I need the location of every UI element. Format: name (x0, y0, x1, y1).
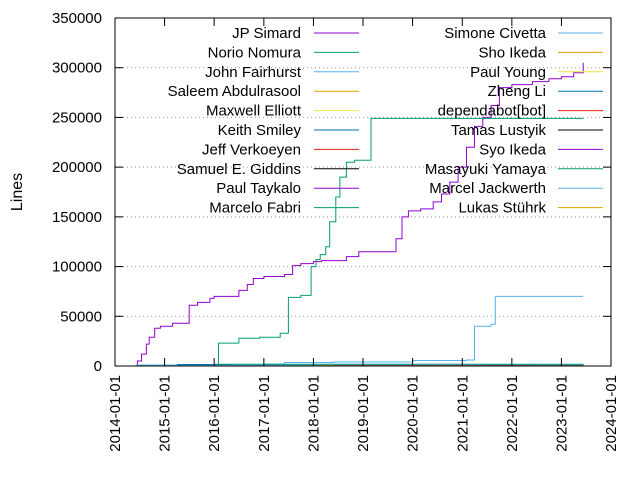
x-tick-label: 2019-01-01 (355, 375, 372, 452)
y-tick-label: 250000 (52, 109, 102, 126)
x-axis-ticks: 2014-01-01 2015-01-01 2016-01-01 2017-01-01… (107, 18, 620, 452)
y-tick-label: 100000 (52, 259, 102, 276)
series-line-0 (131, 62, 584, 367)
legend-label: Lukas Stührk (458, 200, 546, 217)
x-tick-label: 2020-01-01 (405, 375, 422, 452)
legend-label: JP Simard (232, 25, 301, 42)
legend-label: Norio Nomura (208, 44, 302, 61)
legend: JP Simard Norio Nomura John Fairhurst Salee… (168, 25, 603, 217)
legend-label: Samuel E. Giddins (177, 161, 301, 178)
x-tick-label: 2015-01-01 (157, 375, 174, 452)
y-tick-label: 350000 (52, 10, 102, 27)
legend-label: Syo Ikeda (479, 141, 546, 158)
legend-label: Masayuki Yamaya (425, 161, 547, 178)
legend-label: Sho Ikeda (478, 44, 546, 61)
y-axis-label: Lines (9, 173, 26, 211)
y-tick-label: 300000 (52, 60, 102, 77)
x-tick-label: 2017-01-01 (256, 375, 273, 452)
legend-label: Marcelo Fabri (209, 200, 301, 217)
y-tick-label: 0 (94, 358, 102, 375)
x-tick-label: 2024-01-01 (603, 375, 620, 452)
legend-label: John Fairhurst (205, 64, 302, 81)
legend-label: Saleem Abdulrasool (168, 83, 301, 100)
grid-lines (115, 67, 611, 317)
legend-label: dependabot[bot] (438, 103, 546, 120)
x-tick-label: 2023-01-01 (553, 375, 570, 452)
legend-label: Tamas Lustyik (451, 122, 547, 139)
series-line-1 (218, 117, 584, 367)
legend-label: Marcel Jackwerth (429, 180, 546, 197)
legend-label: Zheng Li (488, 83, 546, 100)
y-tick-label: 150000 (52, 209, 102, 226)
legend-label: Keith Smiley (218, 122, 302, 139)
x-tick-label: 2014-01-01 (107, 375, 124, 452)
legend-label: Paul Taykalo (216, 180, 301, 197)
y-tick-label: 200000 (52, 159, 102, 176)
y-tick-label: 50000 (60, 308, 102, 325)
y-axis-ticks: 0 50000 100000 150000 200000 250000 300000 3500… (52, 10, 611, 375)
x-tick-label: 2018-01-01 (305, 375, 322, 452)
x-tick-label: 2021-01-01 (454, 375, 471, 452)
legend-label: Maxwell Elliott (206, 103, 302, 120)
legend-label: Paul Young (470, 64, 546, 81)
legend-label: Simone Civetta (444, 25, 546, 42)
x-tick-label: 2016-01-01 (206, 375, 223, 452)
x-tick-label: 2022-01-01 (504, 375, 521, 452)
legend-label: Jeff Verkoeyen (202, 141, 301, 158)
